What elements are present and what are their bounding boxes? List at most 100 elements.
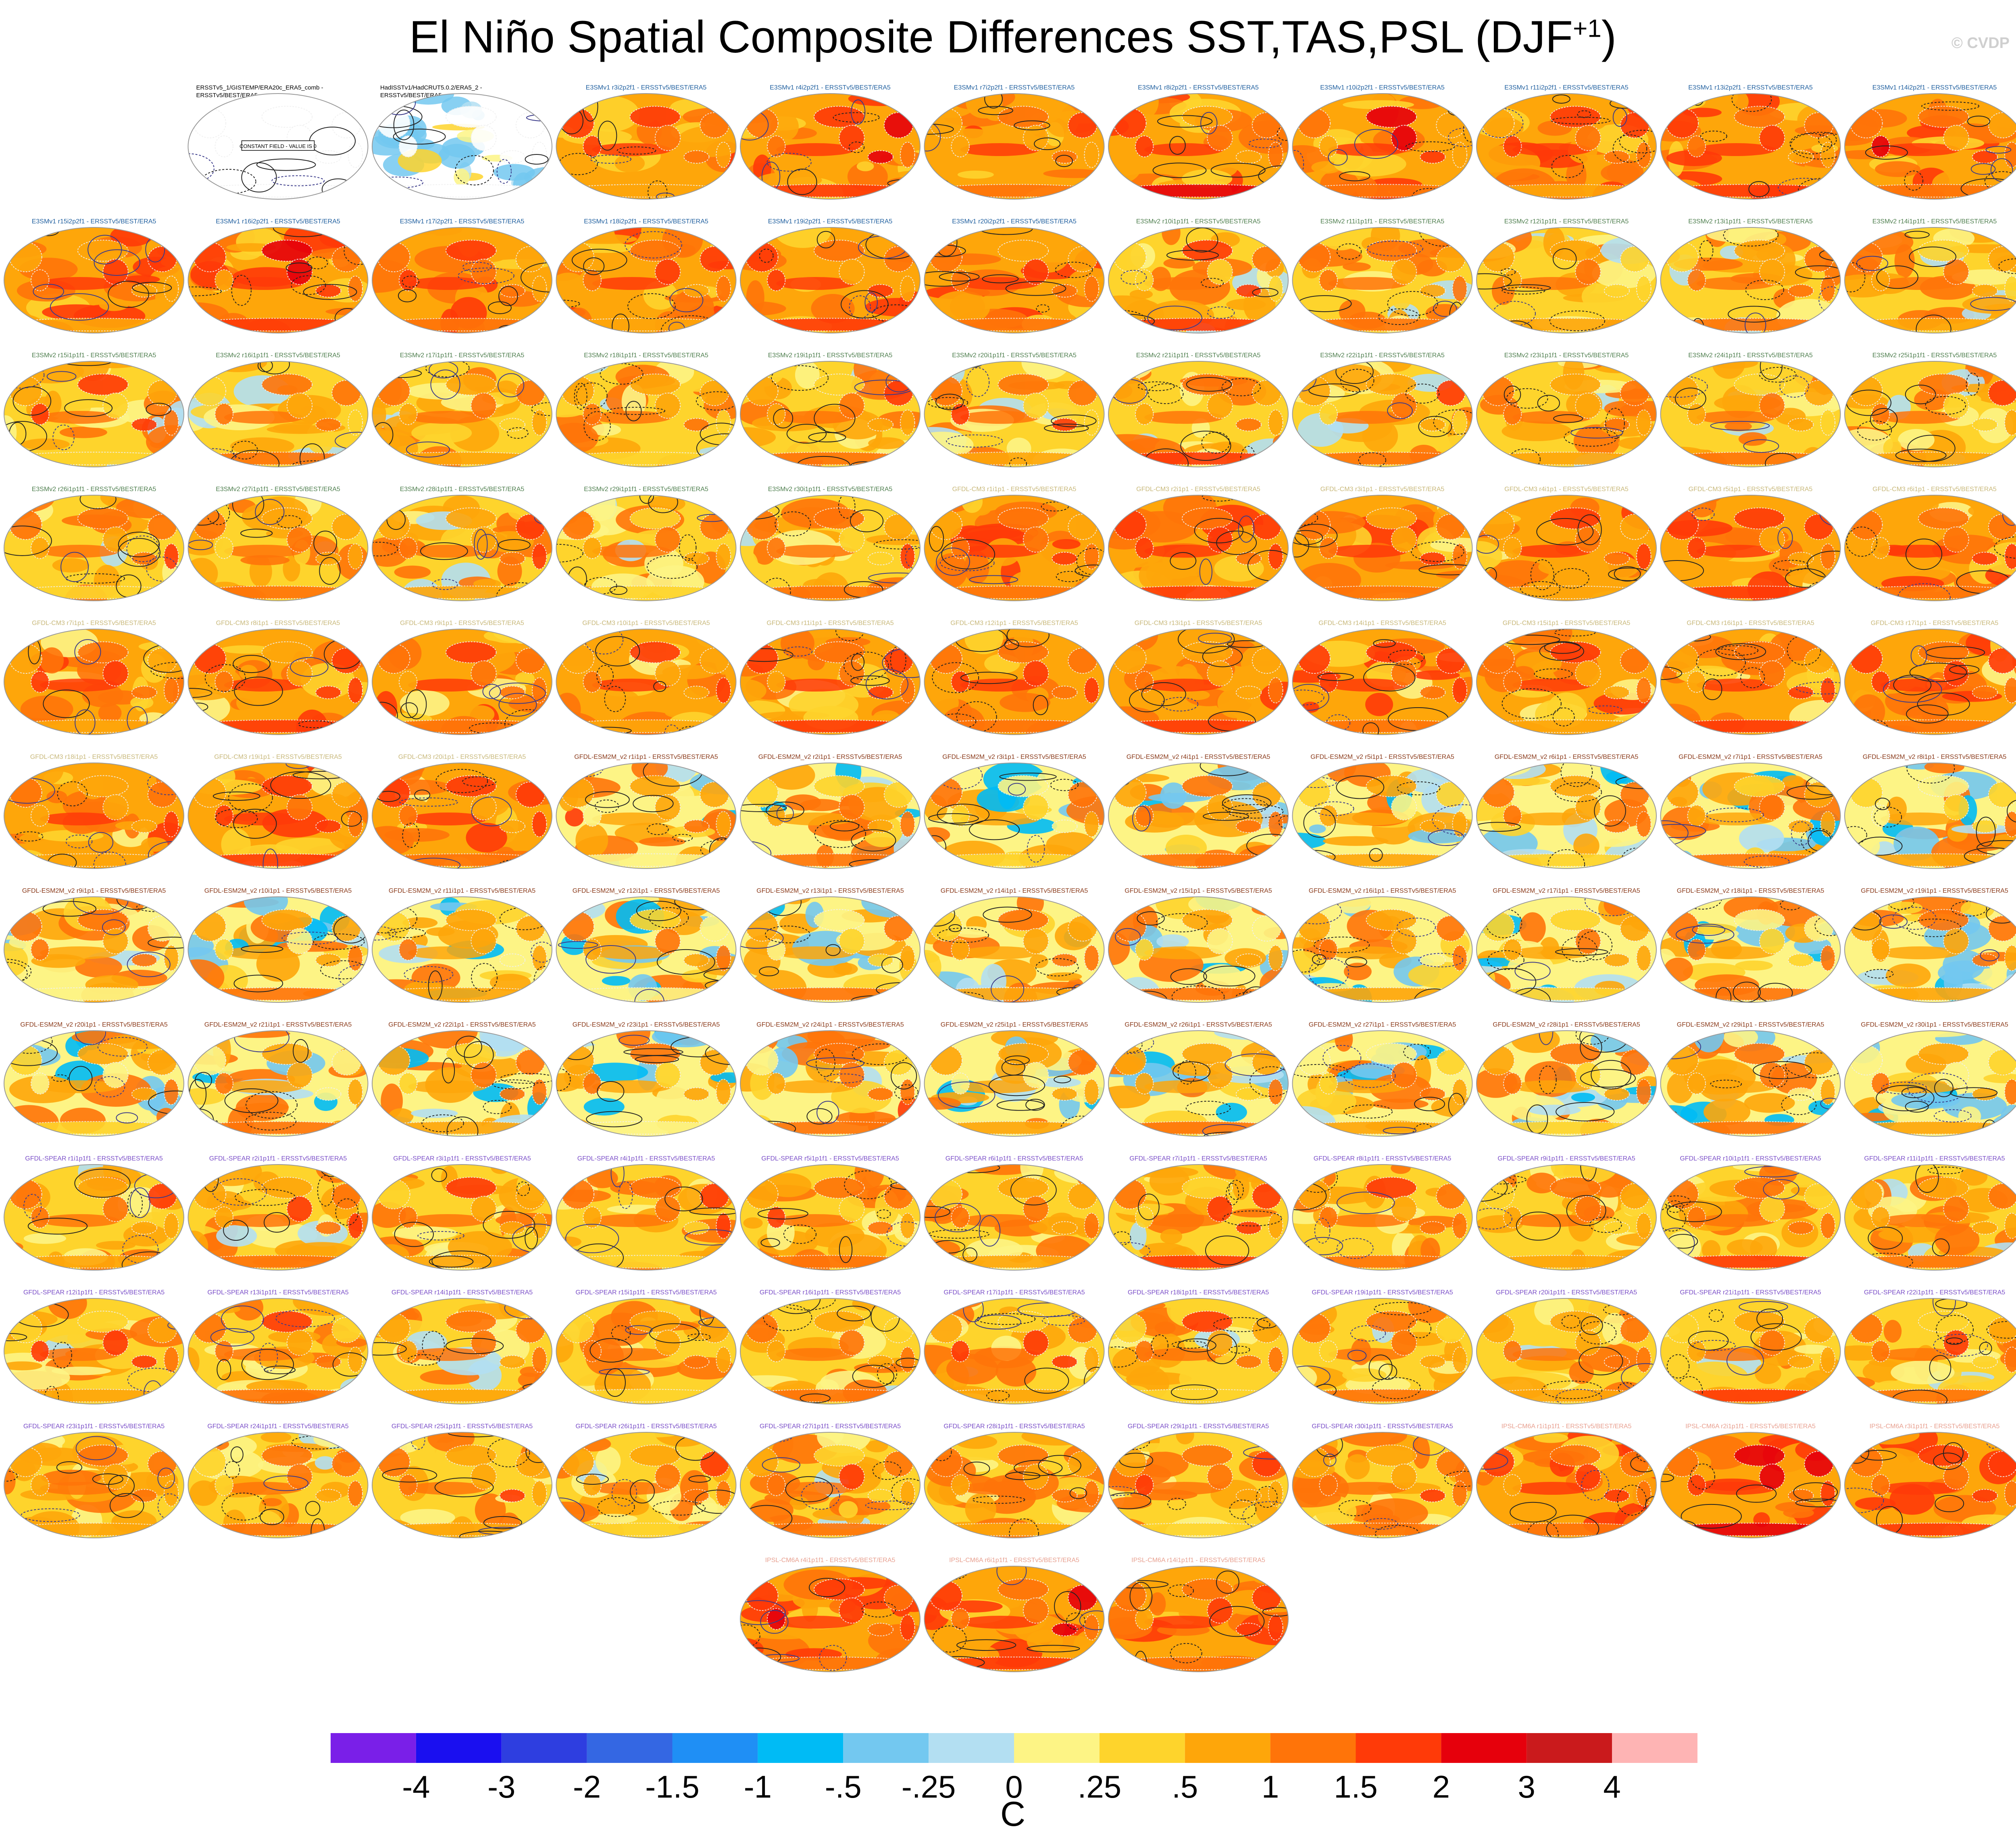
warm-tongue bbox=[40, 813, 119, 825]
map-outline bbox=[556, 495, 737, 601]
anomaly-blob bbox=[438, 144, 475, 169]
anomaly-blob bbox=[1108, 706, 1159, 732]
continent bbox=[1687, 537, 1706, 559]
continent bbox=[1108, 452, 1288, 465]
continent bbox=[1113, 911, 1147, 942]
panel-label: GFDL-CM3 r13i1p1 - ERSSTv5/BEST/ERA5 bbox=[1135, 620, 1262, 627]
psl-contour bbox=[1366, 240, 1423, 256]
continent bbox=[1665, 1313, 1699, 1344]
warm-tongue bbox=[592, 545, 671, 558]
psl-contour bbox=[1203, 965, 1256, 987]
anomaly-blob bbox=[205, 363, 228, 375]
continent bbox=[1477, 1255, 1656, 1269]
continent bbox=[531, 1480, 547, 1507]
anomaly-blob bbox=[1887, 902, 1923, 914]
anomaly-blob bbox=[1883, 1320, 1902, 1343]
warm-tongue bbox=[1328, 813, 1408, 825]
anomaly-blob bbox=[1898, 429, 1935, 451]
panel-label: E3SMv2 r30i1p1f1 - ERSSTv5/BEST/ERA5 bbox=[768, 486, 893, 493]
continent bbox=[654, 660, 681, 687]
psl-contour bbox=[1579, 1321, 1617, 1345]
psl-contour bbox=[759, 248, 774, 263]
continent bbox=[193, 1313, 227, 1344]
psl-contour bbox=[1728, 306, 1781, 323]
continent bbox=[215, 1072, 234, 1095]
continent bbox=[1420, 1087, 1446, 1101]
continent bbox=[1084, 811, 1100, 838]
continent bbox=[745, 911, 779, 942]
psl-contour bbox=[52, 424, 75, 450]
continent bbox=[1972, 1221, 1998, 1235]
continent bbox=[1292, 1389, 1472, 1402]
panel-label: E3SMv2 r17i1p1f1 - ERSSTv5/BEST/ERA5 bbox=[400, 352, 525, 359]
anomaly-blob bbox=[1667, 1072, 1693, 1104]
continent bbox=[716, 1079, 731, 1105]
anomaly-blob bbox=[1527, 1173, 1557, 1194]
continent bbox=[1420, 953, 1446, 967]
anomaly-blob bbox=[847, 161, 888, 192]
psl-contour bbox=[1397, 781, 1441, 796]
continent bbox=[1452, 275, 1468, 302]
continent bbox=[1052, 1221, 1078, 1235]
map-panel: GFDL-SPEAR r24i1p1f1 - ERSSTv5/BEST/ERA5 bbox=[187, 1423, 369, 1538]
continent bbox=[654, 125, 681, 151]
panel-label: E3SMv2 r21i1p1f1 - ERSSTv5/BEST/ERA5 bbox=[1136, 352, 1261, 359]
anomaly-blob bbox=[1108, 149, 1141, 184]
map-panel: GFDL-ESM2M_v2 r3i1p1 - ERSSTv5/BEST/ERA5 bbox=[924, 754, 1105, 869]
continent bbox=[1108, 1255, 1288, 1269]
continent bbox=[1820, 543, 1836, 570]
psl-contour bbox=[594, 799, 619, 813]
map-panel: E3SMv2 r10i1p1f1 - ERSSTv5/BEST/ERA5 bbox=[1108, 218, 1289, 333]
psl-contour bbox=[1702, 678, 1722, 700]
psl-contour bbox=[1910, 645, 1927, 667]
continent bbox=[372, 585, 552, 599]
map-panel: GFDL-CM3 r16i1p1 - ERSSTv5/BEST/ERA5 bbox=[1660, 620, 1841, 735]
continent bbox=[131, 1087, 158, 1101]
continent bbox=[839, 1463, 865, 1490]
map-panel: E3SMv2 r12i1p1f1 - ERSSTv5/BEST/ERA5 bbox=[1476, 218, 1657, 333]
psl-contour bbox=[687, 1333, 711, 1341]
anomaly-blob bbox=[839, 1501, 858, 1518]
psl-contour bbox=[1248, 138, 1282, 148]
panel-label: GFDL-ESM2M_v2 r2i1p1 - ERSSTv5/BEST/ERA5 bbox=[758, 754, 902, 760]
anomaly-blob bbox=[1723, 1031, 1758, 1048]
psl-contour bbox=[1328, 149, 1348, 166]
psl-contour bbox=[462, 262, 492, 272]
map-outline bbox=[1476, 93, 1657, 200]
map-panel: E3SMv2 r11i1p1f1 - ERSSTv5/BEST/ERA5 bbox=[1292, 218, 1473, 333]
psl-contour bbox=[1976, 817, 1996, 847]
continent bbox=[1918, 1310, 1969, 1333]
anomaly-blob bbox=[565, 808, 584, 827]
continent bbox=[1759, 125, 1785, 151]
psl-contour bbox=[1666, 1200, 1683, 1213]
psl-contour bbox=[429, 1255, 474, 1268]
psl-contour bbox=[1779, 375, 1809, 398]
psl-contour bbox=[398, 289, 417, 302]
panel-label: GFDL-CM3 r11i1p1 - ERSSTv5/BEST/ERA5 bbox=[766, 620, 893, 627]
psl-contour bbox=[937, 927, 989, 943]
continent bbox=[1420, 1221, 1446, 1235]
continent bbox=[1503, 1072, 1522, 1095]
continent bbox=[1604, 1221, 1630, 1235]
anomaly-blob bbox=[1233, 1173, 1250, 1200]
panel-label: GFDL-ESM2M_v2 r14i1p1 - ERSSTv5/BEST/ERA… bbox=[941, 888, 1088, 894]
continent bbox=[1135, 537, 1154, 559]
continent bbox=[1084, 142, 1100, 168]
continent bbox=[867, 1087, 894, 1101]
psl-contour bbox=[1010, 1175, 1057, 1206]
continent bbox=[1943, 258, 1969, 285]
anomaly-blob bbox=[1073, 581, 1092, 601]
psl-contour bbox=[1261, 181, 1288, 199]
continent bbox=[1252, 246, 1282, 273]
psl-contour bbox=[277, 515, 302, 529]
psl-contour bbox=[1870, 408, 1898, 431]
psl-contour bbox=[1516, 1211, 1561, 1241]
psl-contour bbox=[173, 1304, 184, 1328]
psl-contour bbox=[393, 109, 414, 140]
map-outline bbox=[187, 495, 369, 601]
map-outline bbox=[187, 896, 369, 1003]
continent bbox=[1068, 781, 1098, 808]
psl-contour bbox=[935, 1203, 981, 1232]
map-outline bbox=[1108, 1298, 1289, 1404]
psl-contour bbox=[1691, 507, 1715, 521]
